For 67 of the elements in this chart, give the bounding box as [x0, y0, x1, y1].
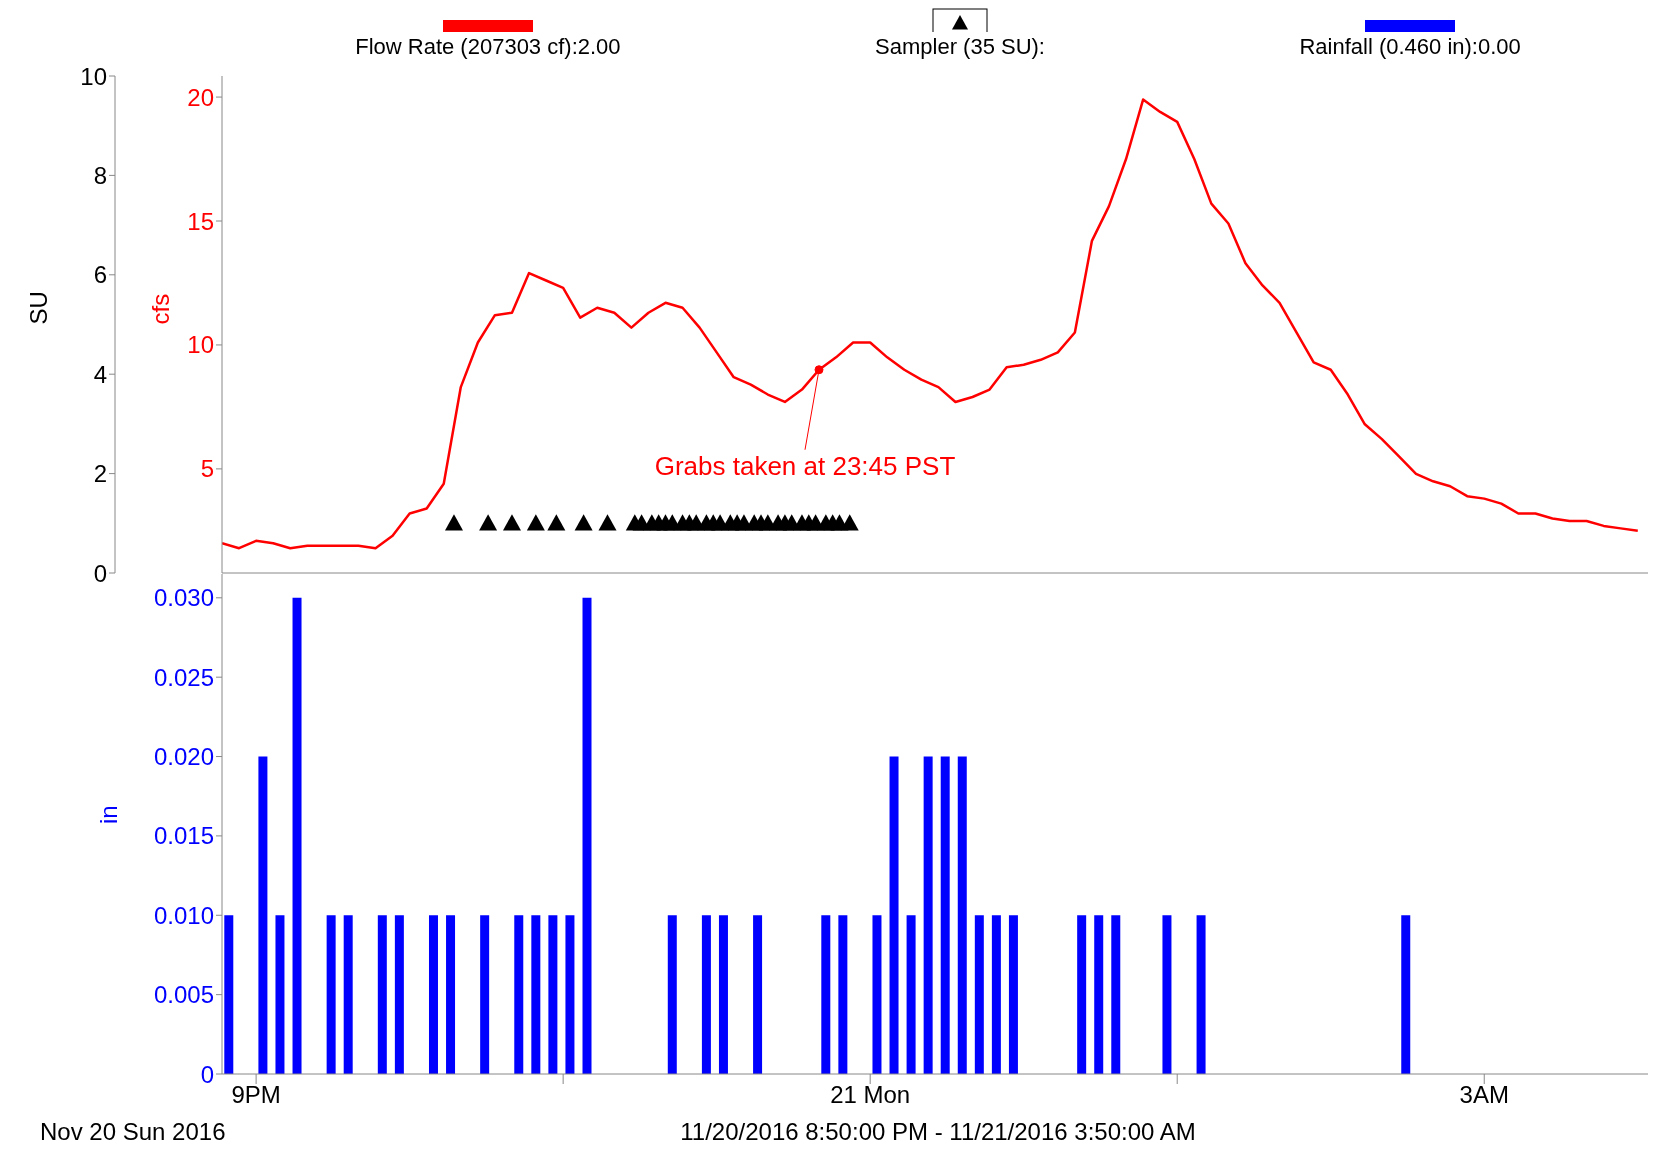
- y-axis-title: cfs: [146, 293, 174, 325]
- y2-tick-label: 6: [93, 261, 107, 289]
- bar: [667, 915, 677, 1074]
- line-series: [222, 98, 1640, 550]
- legend-label: Rainfall (0.460 in):0.00: [1299, 34, 1521, 60]
- bar: [753, 915, 763, 1074]
- bar: [446, 915, 456, 1074]
- bar: [1008, 915, 1018, 1074]
- bar: [889, 756, 899, 1074]
- y-tick-label: 0.025: [153, 663, 214, 691]
- bar: [1111, 915, 1121, 1074]
- x-axis-title: 11/20/2016 8:50:00 PM - 11/21/2016 3:50:00 AM: [679, 1118, 1197, 1146]
- bar: [1094, 915, 1104, 1074]
- y-tick-label: 0.015: [153, 822, 214, 850]
- y2-tick-label: 2: [93, 460, 107, 488]
- y-tick-label: 10: [187, 331, 214, 359]
- bar: [1077, 915, 1087, 1074]
- bar: [377, 915, 387, 1074]
- bar: [531, 915, 541, 1074]
- y-axis-title: in: [94, 805, 122, 824]
- bar: [923, 756, 933, 1074]
- bar: [548, 915, 558, 1074]
- x-tick-label: 3AM: [1459, 1081, 1509, 1109]
- bar: [394, 915, 404, 1074]
- bar: [718, 915, 728, 1074]
- legend-label: Sampler (35 SU):: [875, 34, 1045, 60]
- y-tick-label: 5: [200, 455, 214, 483]
- bar: [343, 915, 353, 1074]
- bar: [224, 915, 234, 1074]
- bar: [565, 915, 575, 1074]
- x-tick-label: 9PM: [231, 1081, 281, 1109]
- bar: [1401, 915, 1411, 1074]
- bar: [940, 756, 950, 1074]
- y-tick-label: 0.020: [153, 743, 214, 771]
- bar: [974, 915, 984, 1074]
- bar: [1162, 915, 1172, 1074]
- bar: [838, 915, 848, 1074]
- y2-axis-title: SU: [24, 291, 52, 325]
- y-tick-label: 0.005: [153, 981, 214, 1009]
- bar: [701, 915, 711, 1074]
- bar: [821, 915, 831, 1074]
- bar: [428, 915, 438, 1074]
- bar: [292, 597, 302, 1074]
- bar: [480, 915, 490, 1074]
- bar: [275, 915, 285, 1074]
- annotation: Grabs taken at 23:45 PST: [654, 450, 956, 481]
- y2-tick-label: 0: [93, 559, 107, 587]
- bar: [906, 915, 916, 1074]
- bar: [991, 915, 1001, 1074]
- y-tick-label: 20: [187, 83, 214, 111]
- bar: [514, 915, 524, 1074]
- bar: [1196, 915, 1206, 1074]
- y2-tick-label: 4: [93, 360, 107, 388]
- y-tick-label: 0: [200, 1060, 214, 1088]
- bar: [872, 915, 882, 1074]
- x-tick-label: 21 Mon: [830, 1081, 911, 1109]
- bar: [326, 915, 336, 1074]
- y-tick-label: 0.030: [153, 584, 214, 612]
- bar: [957, 756, 967, 1074]
- bar: [258, 756, 268, 1074]
- text: Nov 20 Sun 2016: [40, 1118, 226, 1146]
- y2-tick-label: 10: [80, 62, 107, 90]
- y2-tick-label: 8: [93, 161, 107, 189]
- legend-label: Flow Rate (207303 cf):2.00: [355, 34, 621, 60]
- y-tick-label: 0.010: [153, 901, 214, 929]
- bar: [582, 597, 592, 1074]
- y-tick-label: 15: [187, 207, 214, 235]
